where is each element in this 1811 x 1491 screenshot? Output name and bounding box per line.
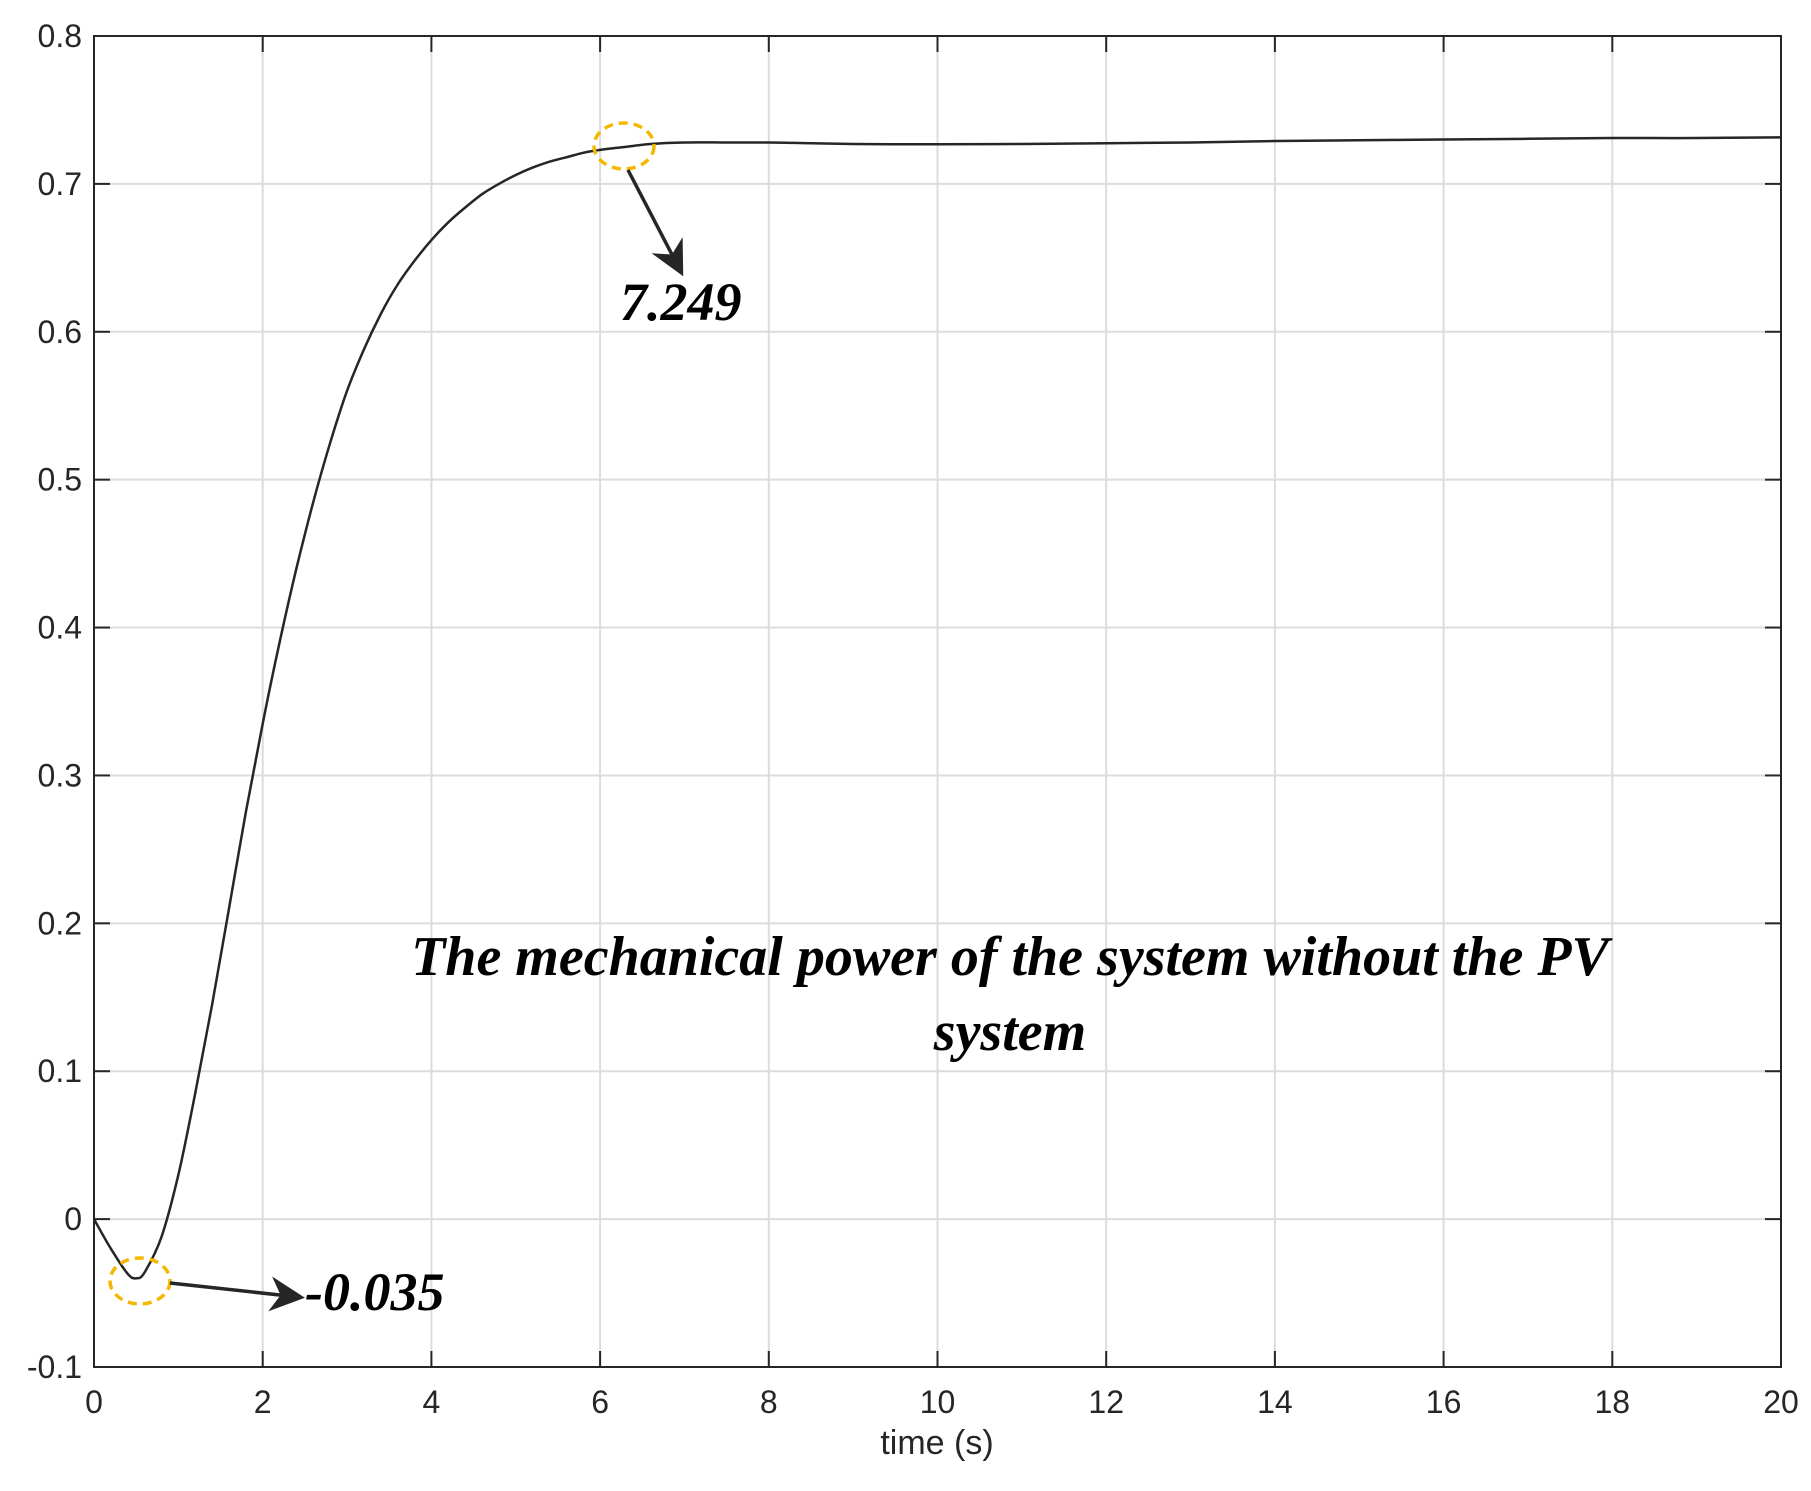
y-tick-label: 0.8 [38,18,82,54]
chart-caption-line2: system [933,1001,1086,1063]
y-tick-label: 0.4 [38,610,82,646]
x-tick-label: 16 [1426,1384,1462,1420]
min-marker [108,1256,172,1306]
y-tick-label: 0.2 [38,905,82,941]
chart-caption-line1: The mechanical power of the system witho… [411,926,1613,988]
y-tick-label: 0.3 [38,757,82,793]
series-line [92,136,1782,1280]
y-tick-label: -0.1 [27,1349,82,1385]
max-marker [592,121,656,171]
min-arrow [169,1276,305,1312]
x-tick-label: 20 [1763,1384,1799,1420]
x-axis-label: time (s) [880,1424,993,1462]
min-annotation: -0.035 [108,1256,444,1322]
max-annotation: 7.249 [592,121,742,332]
y-tick-label: 0.1 [38,1053,82,1089]
y-tick-label: 0 [64,1201,82,1237]
y-tick-label: 0.5 [38,462,82,498]
plot-frame [93,35,1782,1368]
series-layer [92,136,1782,1280]
min-value-label: -0.035 [305,1262,444,1322]
x-tick-label: 4 [423,1384,441,1420]
y-tick-label: 0.6 [38,314,82,350]
x-tick-label: 0 [85,1384,103,1420]
y-tick-labels: -0.1 0 0.1 0.2 0.3 0.4 0.5 0.6 0.7 0.8 [27,18,82,1385]
x-tick-label: 8 [760,1384,778,1420]
x-tick-label: 6 [591,1384,609,1420]
y-tick-label: 0.7 [38,166,82,202]
x-tick-label: 18 [1595,1384,1631,1420]
max-value-label: 7.249 [620,272,742,332]
x-tick-labels: 0 2 4 6 8 10 12 14 16 18 20 [85,1384,1799,1420]
grid [94,36,1781,1367]
x-tick-label: 12 [1088,1384,1124,1420]
x-tick-label: 10 [920,1384,956,1420]
max-arrow [626,169,684,277]
x-tick-label: 2 [254,1384,272,1420]
x-tick-label: 14 [1257,1384,1293,1420]
